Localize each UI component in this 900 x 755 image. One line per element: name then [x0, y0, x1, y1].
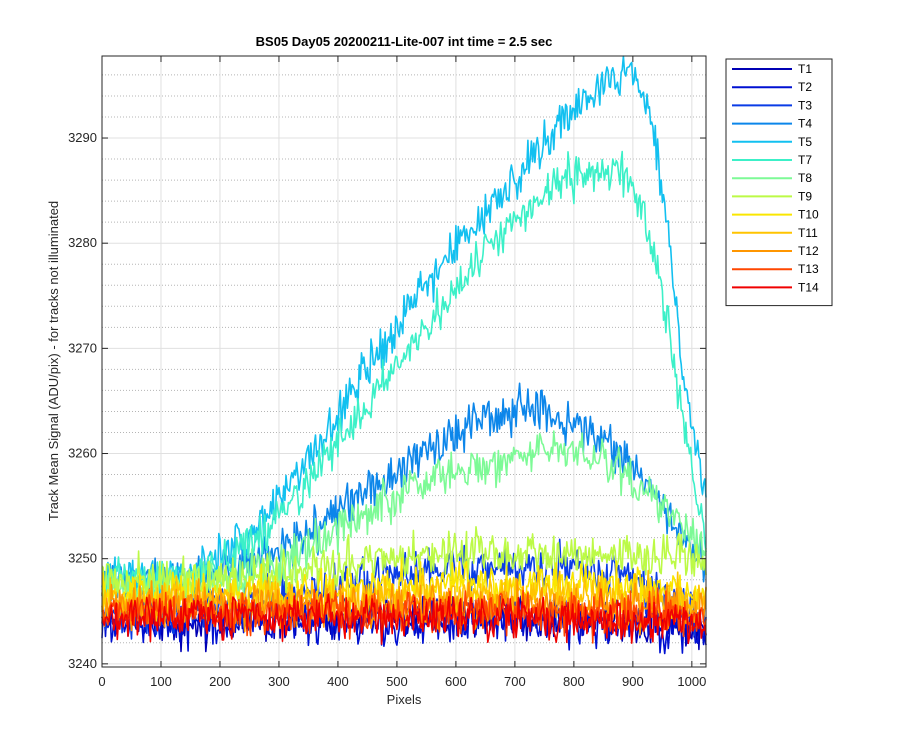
x-tick-label: 1000	[677, 674, 706, 689]
x-tick-label: 200	[209, 674, 231, 689]
y-tick-label: 3270	[68, 340, 97, 355]
legend-entry-label: T9	[798, 189, 812, 203]
legend-entry-label: T8	[798, 171, 812, 185]
x-tick-label: 400	[327, 674, 349, 689]
axis-ticks: 0 100 200 300 400 500 600 700 800 900 1000 3240 3250…	[68, 56, 706, 689]
y-tick-label: 3240	[68, 656, 97, 671]
legend: T1 T2 T3 T4 T5 T7 T8 T9 T10 T11 T12 T13 T14	[725, 58, 833, 307]
series-line-t11	[101, 569, 707, 624]
x-tick-label: 100	[150, 674, 172, 689]
legend-box	[725, 58, 833, 307]
legend-entry-label: T10	[798, 208, 819, 222]
series-line-t5	[101, 55, 707, 602]
legend-entry-label: T2	[798, 80, 812, 94]
x-tick-label: 800	[563, 674, 585, 689]
x-tick-label: 0	[98, 674, 105, 689]
legend-entry-label: T13	[798, 262, 819, 276]
legend-entry-label: T7	[798, 153, 812, 167]
x-axis-label: Pixels	[387, 692, 422, 707]
legend-entry-label: T12	[798, 244, 819, 258]
x-tick-label: 300	[268, 674, 290, 689]
x-tick-label: 500	[386, 674, 408, 689]
y-tick-label: 3280	[68, 235, 97, 250]
plot-frame	[101, 55, 707, 668]
chart-title: BS05 Day05 20200211-Lite-007 int time = …	[256, 34, 553, 49]
legend-entry-label: T3	[798, 98, 812, 112]
y-tick-label: 3250	[68, 551, 97, 566]
series-line-t14	[101, 593, 707, 645]
x-tick-label: 900	[622, 674, 644, 689]
x-tick-label: 700	[504, 674, 526, 689]
y-axis-label: Track Mean Signal (ADU/pix) - for tracks…	[46, 201, 61, 521]
y-tick-label: 3260	[68, 446, 97, 461]
legend-entry-label: T11	[798, 226, 818, 240]
legend-entry-label: T4	[798, 117, 812, 131]
series-layer	[101, 55, 707, 655]
legend-entry-label: T1	[798, 62, 812, 76]
y-tick-label: 3290	[68, 130, 97, 145]
x-tick-label: 600	[445, 674, 467, 689]
legend-entry-label: T14	[798, 280, 819, 294]
legend-entry-label: T5	[798, 135, 812, 149]
